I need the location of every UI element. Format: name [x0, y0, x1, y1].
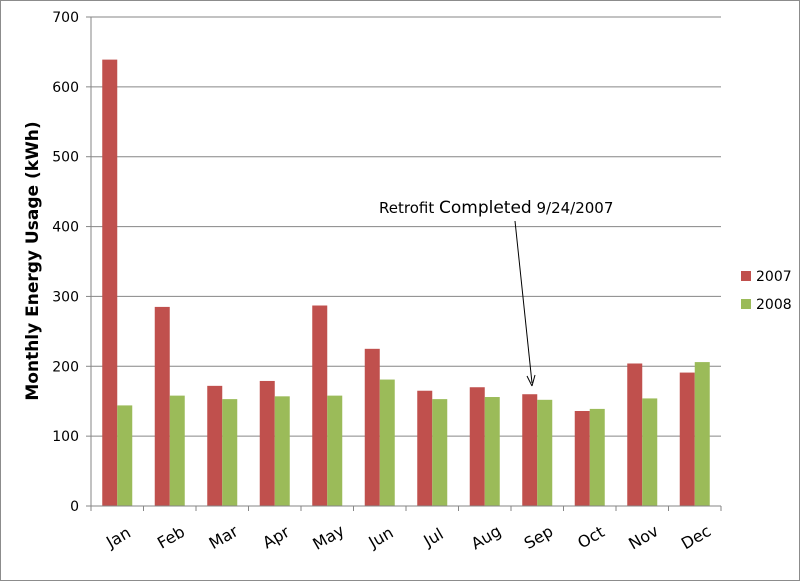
legend: 2007 2008: [741, 269, 792, 313]
bar-2008-Aug: [484, 397, 500, 506]
y-tick-label: 0: [70, 499, 79, 515]
bar-2007-Jun: [364, 348, 380, 506]
x-tick-labels: Jan Feb Mar Apr May Jun Jul Aug Sep Oct Nov Dec: [102, 521, 714, 554]
x-tick-label: Mar: [206, 521, 242, 553]
bar-2008-Jul: [432, 399, 448, 506]
y-tick-label: 600: [52, 80, 79, 96]
x-tick-label: Nov: [625, 521, 662, 553]
legend-label-2008: 2008: [756, 297, 792, 313]
x-tick-label: Jul: [420, 524, 447, 551]
y-tick-labels: 0 100 200 300 400 500 600 700: [52, 10, 79, 515]
annotation-arrowhead: [526, 374, 536, 387]
bar-2007-Feb: [154, 306, 170, 506]
x-tick-label: Sep: [521, 521, 557, 553]
y-tick-label: 100: [52, 429, 79, 445]
y-tick-label: 500: [52, 150, 79, 166]
bar-2008-Sep: [537, 399, 553, 506]
annotation-arrow-line: [514, 220, 533, 384]
bar-2008-Nov: [642, 398, 658, 506]
y-tick-label: 400: [52, 220, 79, 236]
bars: [102, 59, 710, 507]
bar-2008-May: [327, 395, 343, 506]
legend-swatch-2008: [741, 299, 751, 309]
bar-2007-Aug: [469, 387, 485, 506]
x-tick-label: Dec: [678, 521, 714, 553]
x-tick-label: Oct: [574, 522, 607, 552]
x-tick-label: Feb: [154, 522, 188, 553]
x-tick-label: Jan: [102, 523, 134, 552]
bar-2007-Jul: [417, 390, 433, 506]
annotation-suffix: 9/24/2007: [532, 199, 614, 217]
bar-2007-Nov: [627, 363, 643, 506]
axes: [90, 17, 722, 511]
y-axis-label: Monthly Energy Usage (kWh): [23, 121, 43, 400]
y-tick-label: 200: [52, 359, 79, 375]
bar-2008-Oct: [589, 408, 605, 506]
bar-2007-Jan: [102, 59, 118, 507]
bar-2007-Sep: [522, 394, 538, 506]
bar-2008-Jun: [379, 379, 395, 506]
bar-2007-Apr: [259, 380, 275, 506]
y-tick-label: 700: [52, 10, 79, 26]
annotation: Retrofit Completed 9/24/2007: [379, 198, 613, 387]
y-tick-label: 300: [52, 289, 79, 305]
x-tick-label: Aug: [468, 521, 505, 553]
annotation-text: Retrofit Completed 9/24/2007: [379, 198, 613, 218]
bar-2007-Dec: [679, 372, 695, 506]
bar-2007-May: [312, 305, 328, 506]
annotation-prefix: Retrofit: [379, 199, 439, 217]
bar-2008-Dec: [694, 362, 710, 506]
legend-swatch-2007: [741, 271, 751, 281]
bar-2007-Oct: [574, 410, 590, 506]
bar-2008-Jan: [117, 405, 133, 506]
gridlines: [86, 16, 721, 507]
bar-2007-Mar: [207, 385, 223, 506]
annotation-emph: Completed: [439, 198, 532, 218]
bar-2008-Feb: [169, 395, 185, 506]
x-tick-label: Jun: [365, 523, 397, 552]
bar-2008-Apr: [274, 396, 290, 506]
x-tick-label: May: [309, 521, 347, 554]
x-tick-label: Apr: [259, 522, 293, 553]
legend-label-2007: 2007: [756, 269, 792, 285]
bar-2008-Mar: [222, 399, 238, 506]
